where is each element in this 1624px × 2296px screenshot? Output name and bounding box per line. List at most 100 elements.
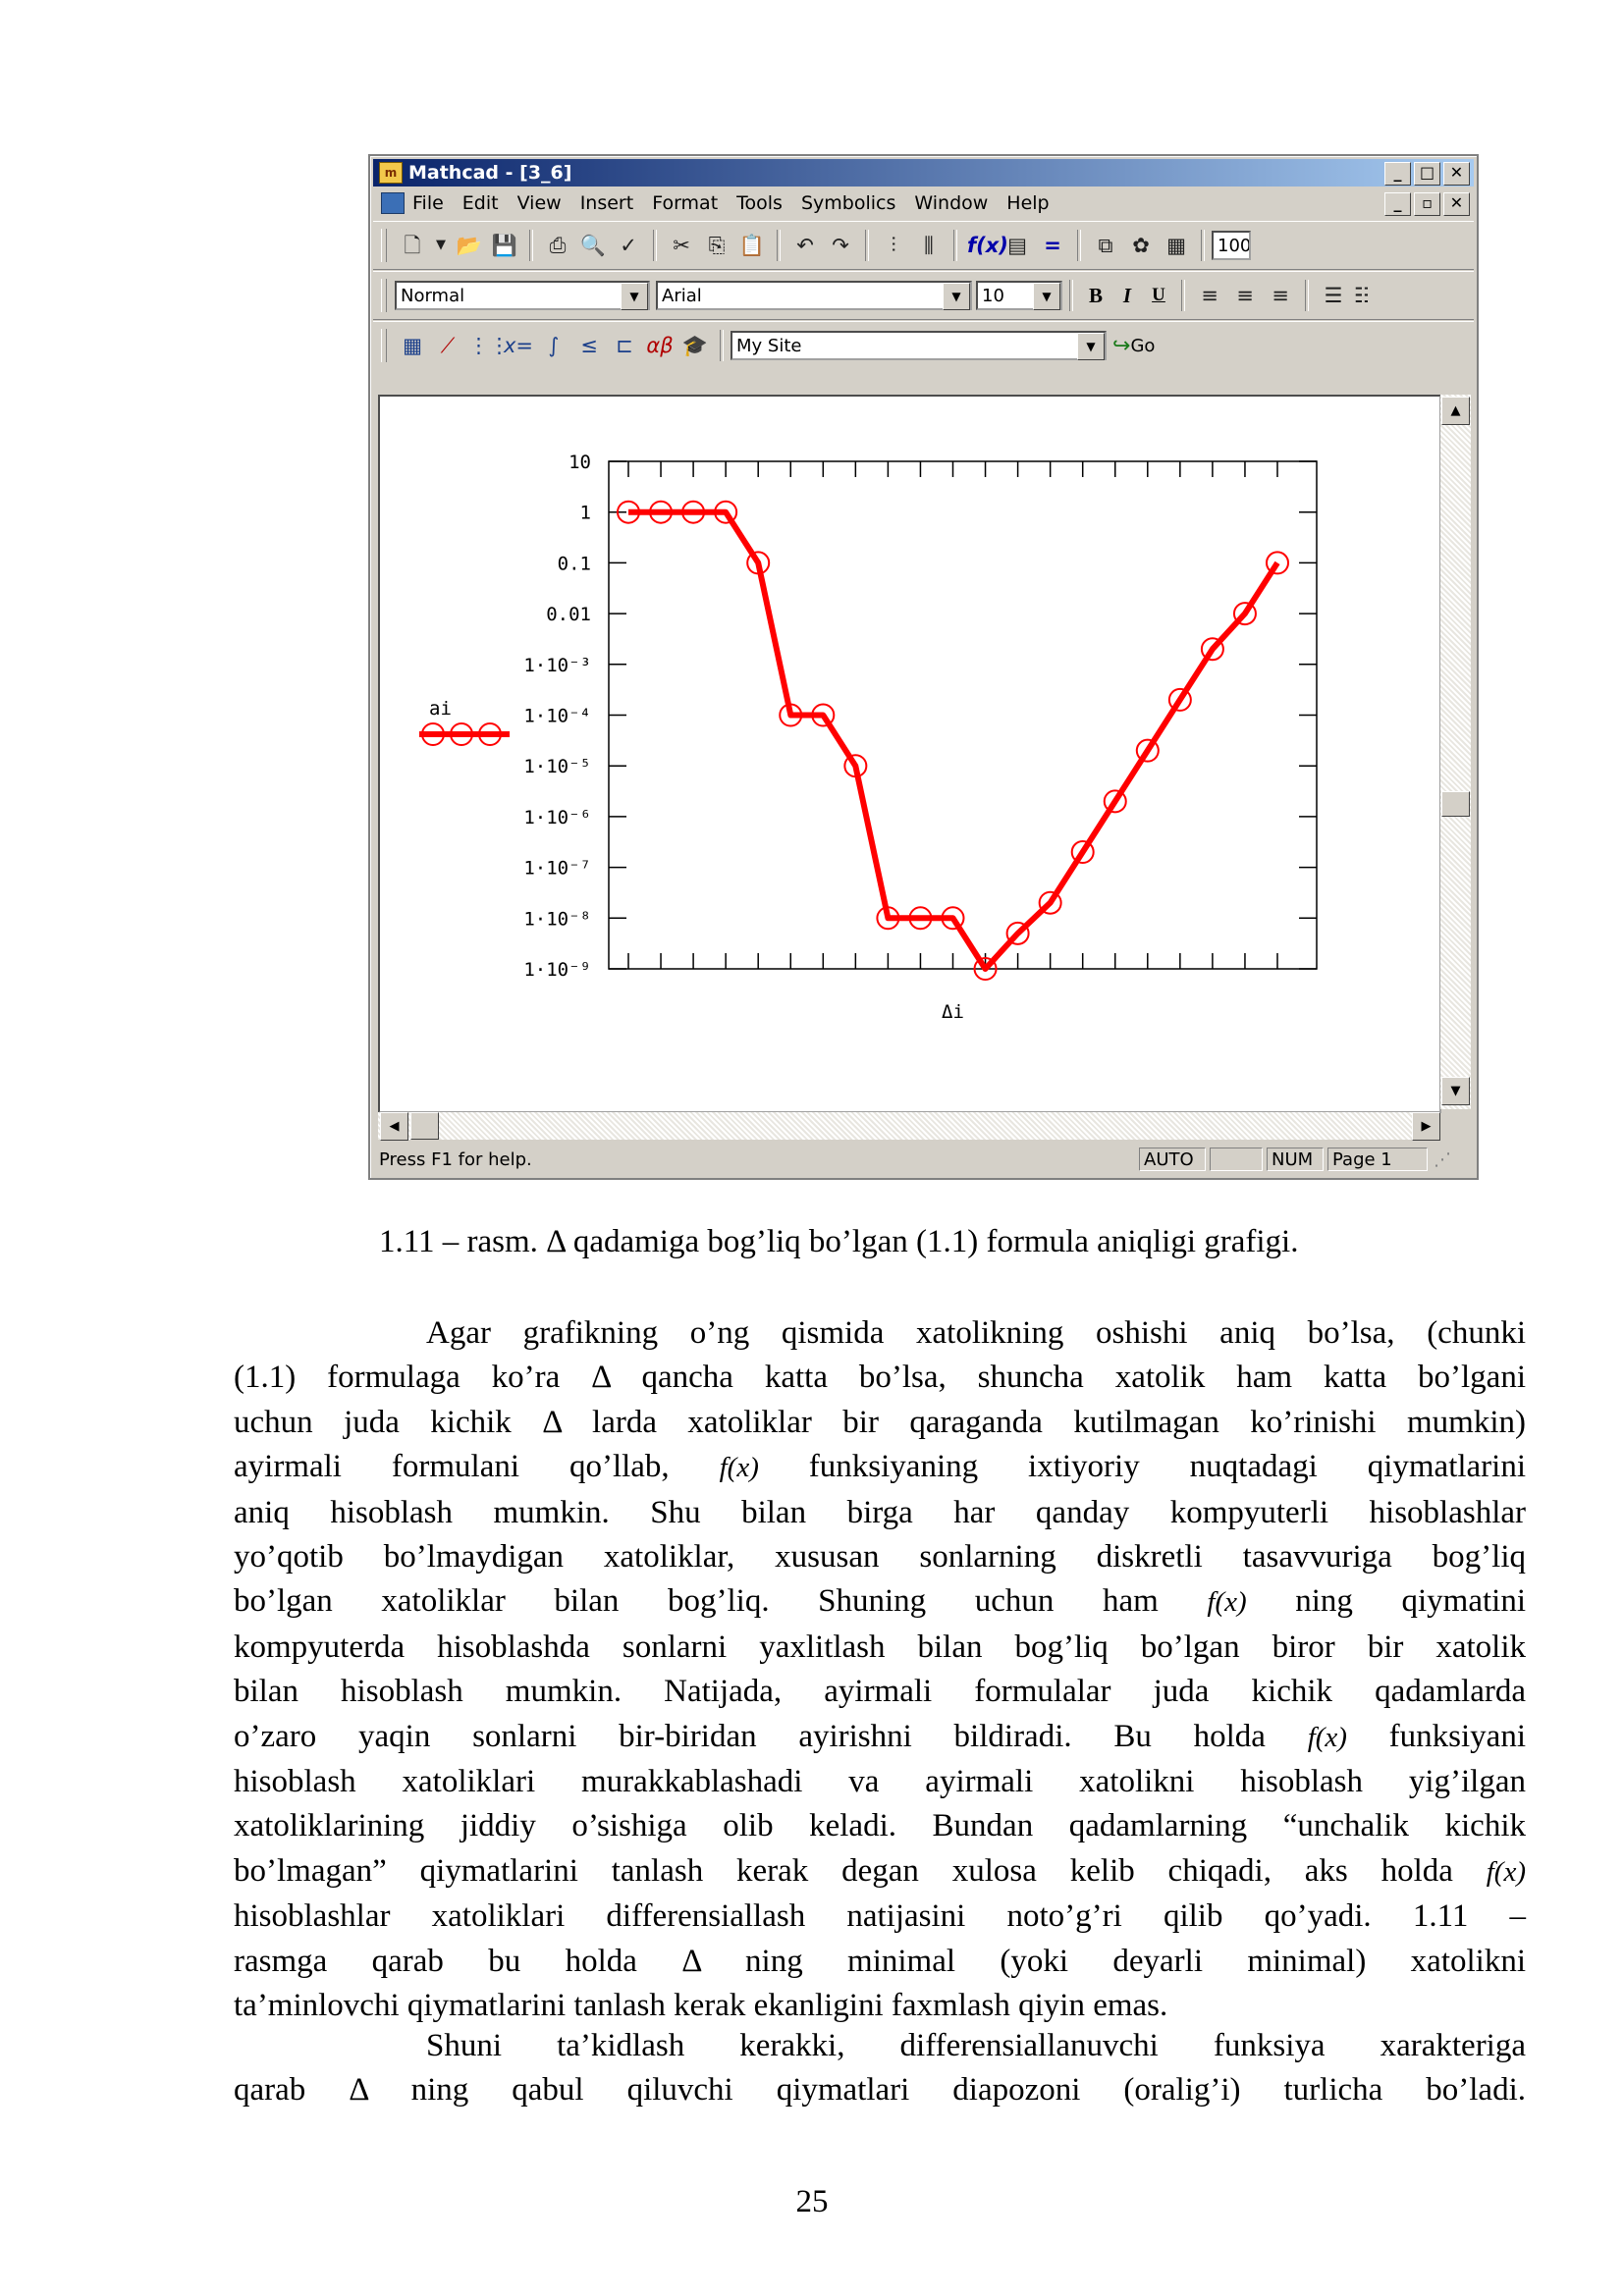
align-center-icon[interactable]: ≡ bbox=[1236, 284, 1254, 307]
doc-minimize-button[interactable]: _ bbox=[1384, 192, 1411, 216]
chevron-down-icon[interactable]: ▼ bbox=[621, 283, 648, 310]
separator bbox=[1201, 230, 1205, 261]
menu-window[interactable]: Window bbox=[914, 192, 989, 214]
data-point bbox=[649, 500, 674, 524]
symbolic-icon[interactable]: 🎓 bbox=[681, 334, 709, 357]
legend-marker bbox=[450, 722, 473, 746]
paste-icon[interactable]: 📋 bbox=[738, 234, 766, 257]
text-segment: o’zaro yaqin sonlarni bir-biridan ayiris… bbox=[234, 1718, 1308, 1754]
data-point bbox=[1266, 551, 1289, 575]
data-point bbox=[617, 500, 640, 524]
align-right-icon[interactable]: ≡ bbox=[1272, 284, 1289, 307]
toolbar-grip[interactable] bbox=[381, 329, 387, 362]
font-combo[interactable]: Arial ▼ bbox=[656, 281, 972, 310]
style-value: Normal bbox=[401, 285, 465, 306]
title-bar[interactable]: m Mathcad - [3_6] _ □ ✕ bbox=[373, 159, 1474, 187]
text-line: bo’lgan xatoliklar bilan bog’liq. Shunin… bbox=[234, 1579, 1526, 1625]
save-icon[interactable]: 💾 bbox=[491, 234, 518, 257]
data-point bbox=[1167, 687, 1192, 712]
open-folder-icon[interactable]: 📂 bbox=[456, 234, 483, 257]
scroll-right-icon[interactable]: ▶ bbox=[1412, 1112, 1440, 1141]
scroll-down-icon[interactable]: ▼ bbox=[1441, 1077, 1470, 1105]
menu-tools[interactable]: Tools bbox=[736, 192, 783, 214]
menu-file[interactable]: File bbox=[412, 192, 444, 214]
bullets-icon[interactable]: ☰ bbox=[1324, 284, 1343, 307]
insert-component-icon[interactable]: ⧉ bbox=[1098, 234, 1113, 257]
maximize-button[interactable]: □ bbox=[1414, 162, 1440, 186]
document-icon[interactable] bbox=[381, 192, 405, 214]
url-combo[interactable]: My Site ▼ bbox=[731, 331, 1107, 360]
menu-insert[interactable]: Insert bbox=[579, 192, 634, 214]
print-preview-icon[interactable]: 🔍 bbox=[579, 234, 607, 257]
chevron-down-icon[interactable]: ▼ bbox=[943, 283, 970, 310]
underline-button[interactable]: U bbox=[1152, 285, 1165, 305]
insert-table-icon[interactable]: ▦ bbox=[1166, 234, 1186, 257]
style-combo[interactable]: Normal ▼ bbox=[395, 281, 650, 310]
menu-help[interactable]: Help bbox=[1006, 192, 1050, 214]
menu-symbolics[interactable]: Symbolics bbox=[800, 192, 896, 214]
text-line: hisoblashlar xatoliklari differensiallas… bbox=[234, 1898, 1526, 1935]
close-button[interactable]: ✕ bbox=[1443, 162, 1470, 186]
paragraph-2: Shuni ta’kidlash kerakki, differensialla… bbox=[234, 2024, 1526, 2113]
matrix-icon[interactable]: ⋮⋮ bbox=[468, 334, 510, 357]
toolbar-grip[interactable] bbox=[381, 279, 387, 312]
separator bbox=[953, 230, 957, 261]
insert-unit-icon[interactable]: ▤ bbox=[1007, 234, 1027, 257]
calculator-icon[interactable]: ▦ bbox=[403, 334, 422, 357]
menu-edit[interactable]: Edit bbox=[461, 192, 499, 214]
insert-function-icon[interactable]: f(x) bbox=[967, 234, 1008, 257]
menu-view[interactable]: View bbox=[516, 192, 562, 214]
menu-format[interactable]: Format bbox=[652, 192, 719, 214]
chevron-down-icon[interactable]: ▼ bbox=[436, 238, 446, 252]
doc-restore-button[interactable]: ▫ bbox=[1414, 192, 1440, 216]
scroll-up-icon[interactable]: ▲ bbox=[1441, 397, 1470, 425]
zoom-combo[interactable]: 100% bbox=[1212, 231, 1251, 260]
align-down-icon[interactable]: ⫼ bbox=[924, 234, 934, 257]
cut-icon[interactable]: ✂ bbox=[673, 234, 690, 257]
data-point bbox=[1103, 789, 1127, 814]
chevron-down-icon[interactable]: ▼ bbox=[1077, 333, 1105, 360]
scroll-thumb[interactable] bbox=[1441, 791, 1470, 817]
worksheet[interactable]: 10 1 0.1 0.01 1·10⁻³ 1·10⁻⁴ 1·10⁻⁵ 1·10⁻⁶ 1·10⁻⁷… bbox=[378, 395, 1441, 1113]
calculate-icon[interactable]: = bbox=[1044, 234, 1061, 257]
doc-close-button[interactable]: ✕ bbox=[1443, 192, 1470, 216]
vertical-scrollbar[interactable]: ▲ ▼ bbox=[1440, 395, 1471, 1109]
status-help: Press F1 for help. bbox=[379, 1148, 532, 1170]
new-file-icon[interactable]: 🗋 bbox=[404, 234, 421, 257]
undo-icon[interactable]: ↶ bbox=[796, 234, 814, 257]
programming-icon[interactable]: ⊏ bbox=[616, 334, 633, 357]
graph-icon[interactable]: ⟋ bbox=[440, 334, 456, 357]
greek-icon[interactable]: αβ bbox=[646, 334, 674, 357]
minimize-button[interactable]: _ bbox=[1384, 162, 1411, 186]
scroll-h-thumb[interactable] bbox=[410, 1112, 439, 1140]
chevron-down-icon[interactable]: ▼ bbox=[1033, 283, 1060, 310]
bold-button[interactable]: B bbox=[1088, 283, 1103, 307]
align-left-icon[interactable]: ≡ bbox=[1201, 284, 1218, 307]
data-point bbox=[779, 703, 803, 727]
print-icon[interactable]: ⎙ bbox=[549, 234, 567, 257]
resize-grip-icon[interactable]: ⋰ bbox=[1434, 1148, 1451, 1170]
separator bbox=[777, 230, 781, 261]
numbering-icon[interactable]: ☷ bbox=[1354, 284, 1368, 307]
calculus-icon[interactable]: ∫ bbox=[548, 334, 560, 357]
toolbar-grip[interactable] bbox=[381, 229, 387, 262]
legend-marker bbox=[478, 722, 502, 746]
spell-check-icon[interactable]: ✓ bbox=[620, 234, 637, 257]
scroll-left-icon[interactable]: ◀ bbox=[380, 1112, 408, 1141]
y-tick-label: 1·10⁻³ bbox=[523, 655, 591, 676]
evaluation-icon[interactable]: x= bbox=[504, 334, 534, 357]
font-size-combo[interactable]: 10 ▼ bbox=[976, 281, 1062, 310]
figure-caption: 1.11 – rasm. Δ qadamiga bog’liq bo’lgan … bbox=[379, 1224, 1299, 1259]
y-tick-label: 1·10⁻⁵ bbox=[523, 756, 591, 777]
resource-center-icon[interactable]: ✿ bbox=[1132, 234, 1150, 257]
redo-icon[interactable]: ↷ bbox=[832, 234, 849, 257]
data-point bbox=[811, 703, 836, 727]
italic-button[interactable]: I bbox=[1122, 283, 1132, 307]
horizontal-scrollbar[interactable]: ◀ ▶ bbox=[378, 1112, 1440, 1141]
go-button[interactable]: ↪ Go bbox=[1112, 334, 1155, 358]
data-point bbox=[746, 551, 771, 575]
copy-icon[interactable]: ⎘ bbox=[708, 234, 726, 257]
align-across-icon[interactable]: ⫶ bbox=[891, 234, 896, 257]
legend-label: ai bbox=[429, 698, 452, 720]
boolean-icon[interactable]: ≤ bbox=[580, 334, 598, 357]
